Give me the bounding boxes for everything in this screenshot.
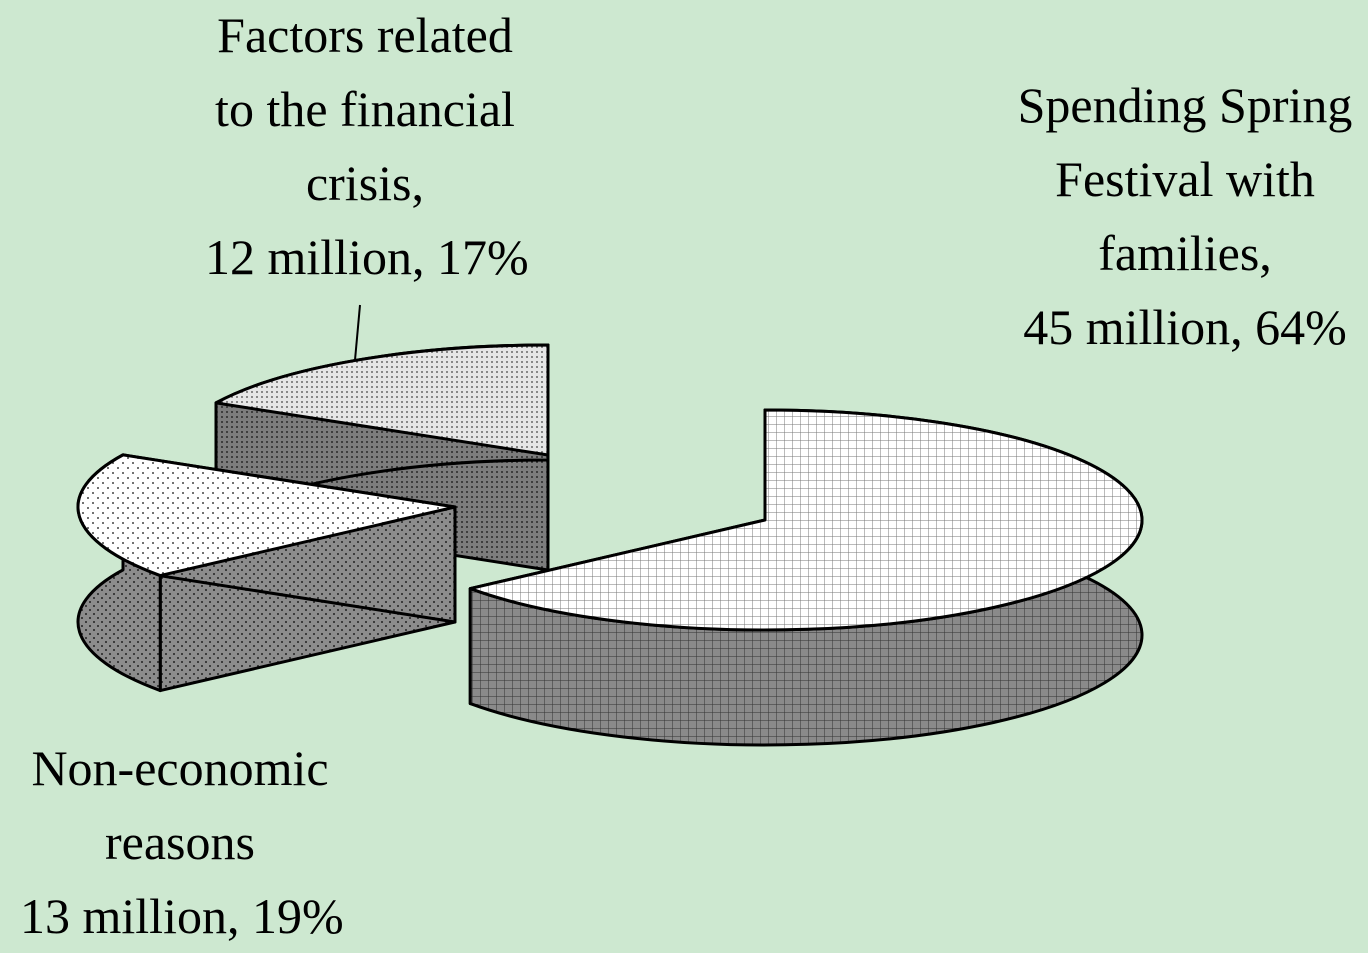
slice-label: Non-economic reasons 13 million, 19% — [20, 731, 344, 953]
slice-label: Spending Spring Festival with families, 4… — [995, 68, 1368, 364]
slice-top — [468, 408, 1144, 632]
slice-top — [214, 343, 550, 457]
leader-line — [354, 304, 361, 361]
category-label: Non-economic reasons — [31, 740, 329, 870]
pie-slice — [468, 408, 1144, 747]
value-label: 13 million, 19% — [20, 888, 344, 944]
slice-label: Factors related to the financial crisis,… — [205, 0, 529, 294]
slice-top — [76, 453, 457, 578]
pie-slice — [76, 453, 457, 693]
value-label: 45 million, 64% — [1023, 299, 1347, 355]
category-label: Spending Spring Festival with families, — [1017, 77, 1353, 281]
category-label: Factors related to the financial crisis, — [215, 7, 515, 211]
value-label: 12 million, 17% — [205, 229, 529, 285]
